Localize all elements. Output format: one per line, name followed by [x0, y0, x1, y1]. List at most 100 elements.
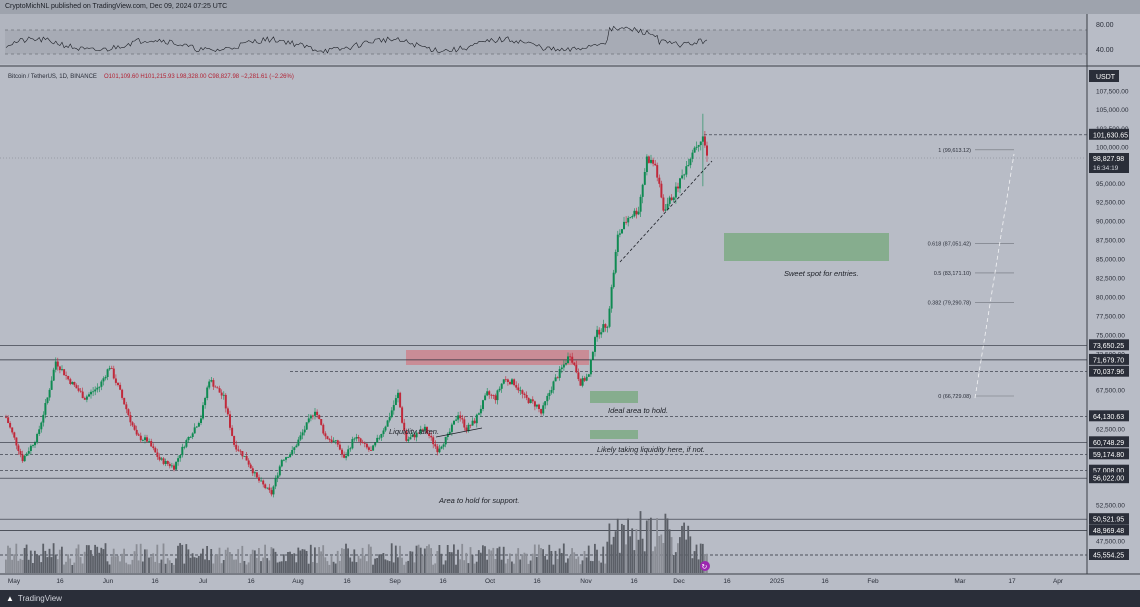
candle-body — [197, 423, 200, 427]
volume-bar — [650, 517, 652, 573]
volume-bar — [34, 550, 36, 573]
candle-body — [703, 136, 706, 146]
volume-bar — [280, 561, 283, 573]
volume-bar — [382, 553, 385, 573]
level-label: 101,630.65 — [1093, 132, 1128, 139]
rsi-line — [5, 25, 708, 54]
candle-body — [687, 165, 690, 167]
candle-body — [79, 390, 82, 392]
candle-body — [274, 478, 277, 487]
candle-body — [193, 427, 196, 434]
volume-bar — [467, 563, 470, 573]
current-price: 98,827.98 — [1093, 156, 1124, 163]
candle-body — [706, 145, 708, 156]
candle-body — [672, 197, 675, 201]
candle-body — [181, 446, 184, 456]
candle-body — [415, 432, 418, 438]
volume-bar — [500, 559, 503, 573]
volume-bar — [164, 563, 167, 573]
volume-bar — [656, 518, 658, 573]
volume-bar — [278, 561, 281, 573]
volume-bar — [469, 547, 472, 573]
candle-body — [625, 221, 628, 223]
volume-bar — [498, 546, 501, 573]
candle-body — [677, 186, 679, 189]
tradingview-logo-icon: ▲ — [6, 594, 14, 603]
volume-bar — [567, 558, 569, 573]
candle-body — [668, 197, 671, 204]
rsi-tick-40: 40.00 — [1096, 47, 1114, 54]
time-tick: 16 — [343, 578, 351, 585]
candle-body — [224, 394, 227, 409]
candle-body — [535, 404, 538, 407]
volume-bar — [117, 555, 119, 573]
candle-body — [569, 356, 572, 358]
volume-bar — [390, 543, 393, 573]
volume-bar — [405, 561, 408, 573]
candle-body — [293, 447, 296, 450]
volume-bar — [459, 559, 461, 573]
volume-bar — [397, 557, 399, 573]
volume-bar — [361, 547, 364, 573]
volume-bar — [222, 560, 225, 573]
volume-bar — [376, 558, 378, 573]
volume-bar — [150, 556, 152, 573]
candle-body — [538, 404, 540, 409]
candle-body — [83, 398, 86, 400]
volume-bar — [11, 559, 13, 573]
candlestick-chart[interactable]: 80.00 40.00 USDT 107,500.00105,000.00102… — [0, 14, 1140, 590]
candle-body — [94, 389, 97, 392]
candle-body — [608, 308, 611, 327]
volume-bar — [189, 557, 192, 573]
volume-bar — [430, 548, 432, 573]
candle-body — [498, 388, 501, 391]
volume-bar — [531, 553, 534, 573]
candle-body — [345, 456, 348, 458]
volume-bar — [442, 564, 445, 573]
replay-icon[interactable]: ↻ — [700, 561, 710, 571]
volume-bar — [394, 545, 397, 573]
candle-body — [195, 426, 198, 428]
volume-bar — [61, 546, 63, 573]
volume-bar — [463, 560, 466, 573]
candle-body — [623, 221, 625, 230]
candle-body — [280, 460, 283, 467]
volume-bar — [535, 556, 538, 573]
candle-body — [61, 369, 63, 371]
volume-bar — [231, 555, 233, 573]
candle-body — [289, 454, 292, 458]
price-tick: 62,500.00 — [1096, 427, 1125, 434]
candle-body — [185, 440, 188, 447]
candle-body — [598, 329, 601, 335]
candle-body — [268, 487, 271, 491]
candle-body — [85, 396, 88, 400]
volume-bar — [73, 562, 76, 573]
candle-body — [287, 457, 290, 458]
time-axis: May 16 Jun 16 Jul 16 Aug 16 Sep 16 Oct 16 Nov 16 Dec 16… — [8, 578, 1064, 585]
candle-body — [272, 486, 275, 495]
price-tick: 87,500.00 — [1096, 238, 1125, 245]
time-tick: 17 — [1008, 578, 1016, 585]
volume-bar — [94, 544, 96, 573]
volume-bar — [208, 560, 210, 573]
volume-bar — [637, 539, 640, 573]
volume-bar — [338, 560, 341, 573]
candle-body — [490, 394, 493, 396]
time-tick: Apr — [1053, 578, 1064, 585]
time-tick: 2025 — [770, 578, 785, 585]
volume-bar — [504, 563, 507, 573]
volume-bar — [455, 564, 457, 573]
candle-body — [637, 211, 640, 215]
fib-label: 0.382 (79,290.78) — [928, 300, 972, 306]
candle-body — [374, 442, 377, 446]
symbol-name: Bitcoin / TetherUS, 1D, BINANCE — [8, 74, 97, 80]
candle-body — [394, 398, 397, 405]
volume-bar — [515, 553, 517, 573]
candle-body — [162, 458, 165, 464]
volume-bar — [660, 534, 663, 573]
volume-bar — [334, 563, 337, 573]
ideal-area-label: Ideal area to hold. — [608, 406, 668, 415]
level-label: 71,679.70 — [1093, 357, 1124, 364]
candle-body — [650, 159, 652, 163]
candle-body — [434, 444, 437, 447]
